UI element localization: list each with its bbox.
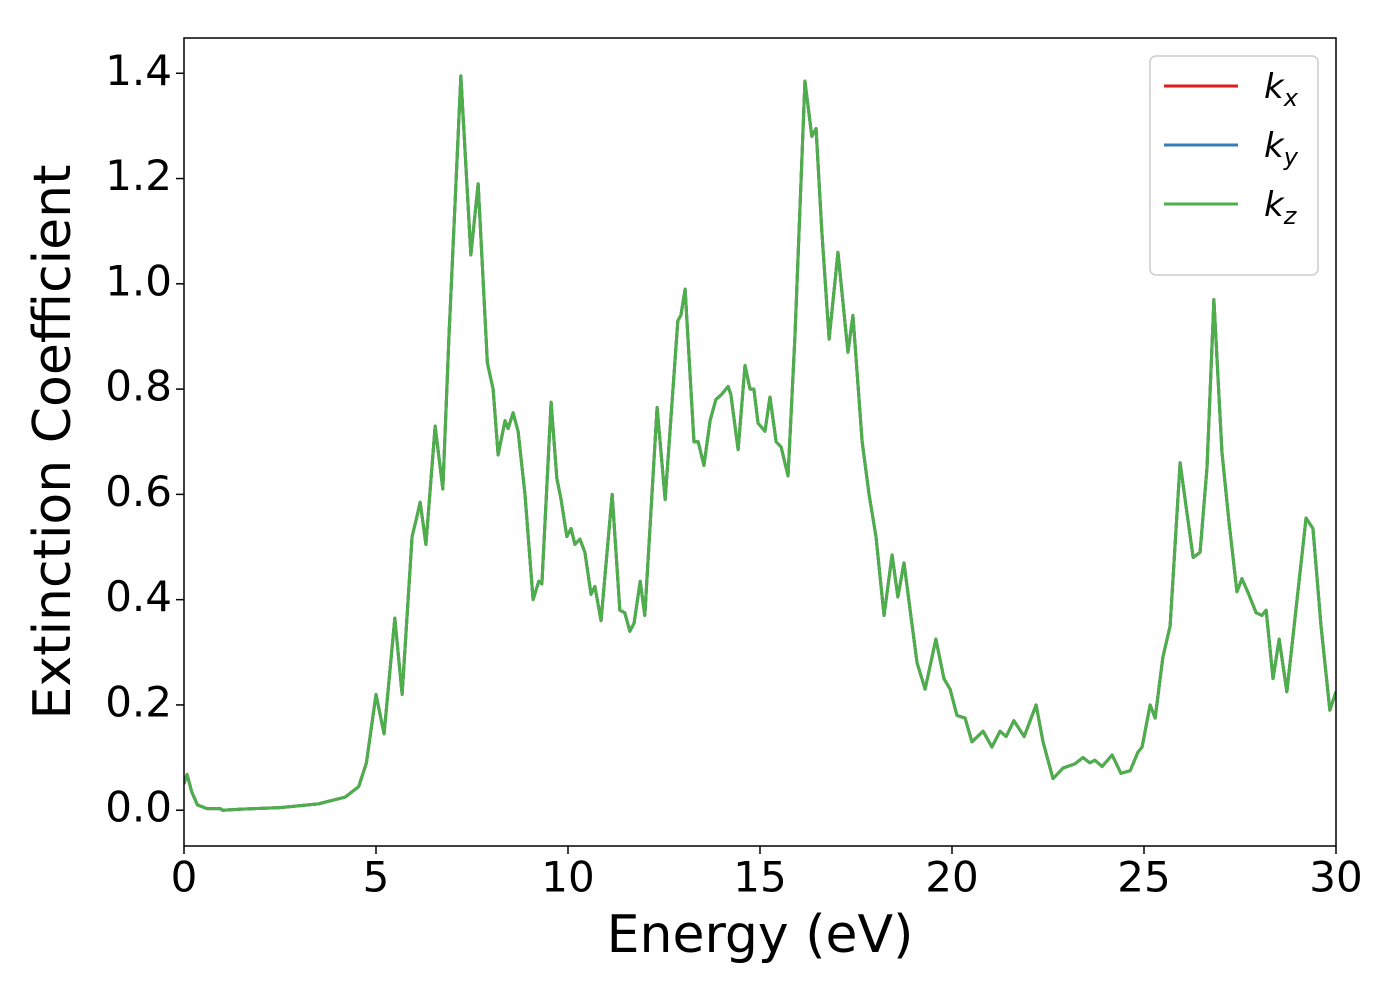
x-tick-label: 15 — [733, 853, 786, 902]
x-tick-label: 0 — [171, 853, 198, 902]
y-tick-label: 1.4 — [105, 46, 172, 95]
legend-label: ky — [1264, 126, 1299, 171]
y-tick-label: 0.2 — [105, 677, 172, 726]
x-tick-label: 5 — [363, 853, 390, 902]
legend-box — [1149, 55, 1319, 276]
x-tick-label: 20 — [925, 853, 978, 902]
y-tick-label: 0.8 — [105, 362, 172, 411]
legend-label: kx — [1264, 67, 1299, 112]
y-tick-label: 0.0 — [105, 783, 172, 832]
plot-frame — [183, 37, 1337, 847]
x-tick-label: 10 — [541, 853, 594, 902]
y-axis-label: Extinction Coefficient — [23, 165, 83, 720]
x-tick-label: 25 — [1117, 853, 1170, 902]
data-line — [184, 74, 1336, 812]
x-axis-label: Energy (eV) — [607, 905, 914, 965]
y-tick-label: 0.6 — [105, 467, 172, 516]
y-tick-label: 1.2 — [105, 151, 172, 200]
y-tick-label: 1.0 — [105, 256, 172, 305]
legend-label: kz — [1264, 185, 1298, 230]
x-tick-label: 30 — [1309, 853, 1362, 902]
y-tick-label: 0.4 — [105, 572, 172, 621]
